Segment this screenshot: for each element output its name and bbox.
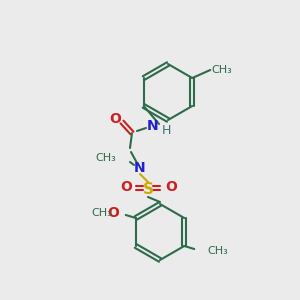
Text: CH₃: CH₃ (211, 65, 232, 75)
Text: O: O (165, 180, 177, 194)
Text: N: N (147, 119, 159, 133)
Text: CH₃: CH₃ (207, 246, 228, 256)
Text: CH₃: CH₃ (95, 153, 116, 163)
Text: H: H (161, 124, 171, 136)
Text: S: S (142, 182, 154, 197)
Text: O: O (120, 180, 132, 194)
Text: N: N (134, 161, 146, 175)
Text: O: O (109, 112, 121, 126)
Text: O: O (107, 206, 119, 220)
Text: CH₃: CH₃ (92, 208, 112, 218)
